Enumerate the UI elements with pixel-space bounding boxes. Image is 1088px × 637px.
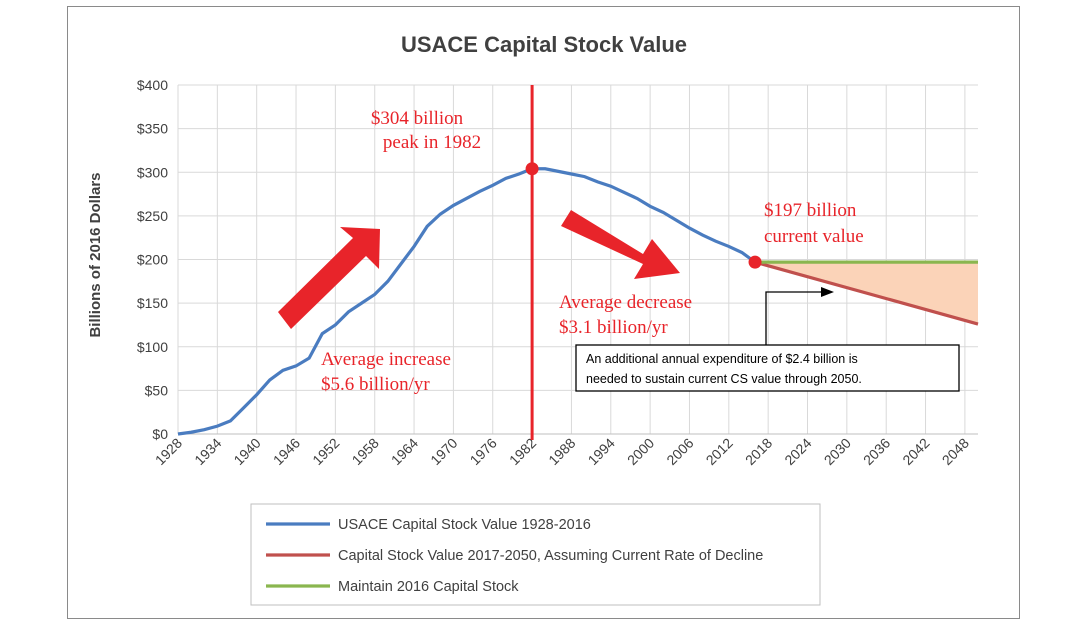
y-tick-label: $0 (152, 426, 168, 442)
x-tick-label: 1958 (348, 435, 381, 468)
x-tick-label: 2006 (663, 435, 696, 468)
legend-entry: USACE Capital Stock Value 1928-2016 (338, 517, 591, 533)
callout-box (575, 344, 960, 392)
current-point (748, 255, 762, 269)
chart-frame: USACE Capital Stock Value $0 $50 $100 $150 $… (67, 6, 1020, 619)
current-annotation-line1: $197 billion (764, 200, 857, 221)
x-tick-label: 1964 (388, 435, 421, 468)
x-axis-ticks: 1928 1934 1940 1946 1952 1958 1964 1970 1976 1982… (152, 435, 972, 468)
peak-annotation-line2: peak in 1982 (383, 132, 481, 153)
decrease-arrow-icon (561, 210, 680, 279)
x-tick-label: 1994 (585, 435, 618, 468)
y-axis-label: Billions of 2016 Dollars (87, 172, 104, 337)
y-axis-ticks: $0 $50 $100 $150 $200 $250 $300 $350 $400 (137, 77, 168, 442)
x-tick-label: 2030 (821, 435, 854, 468)
callout-text-line1: An additional annual expenditure of $2.4… (586, 352, 858, 366)
x-tick-label: 1988 (545, 435, 578, 468)
x-tick-label: 1934 (191, 435, 224, 468)
legend: USACE Capital Stock Value 1928-2016 Capit… (266, 517, 763, 595)
callout-text-line2: needed to sustain current CS value throu… (586, 372, 862, 386)
chart-canvas: USACE Capital Stock Value $0$50$100$150$… (87, 32, 979, 606)
x-tick-label: 2042 (899, 435, 932, 468)
x-tick-label: 1946 (270, 435, 303, 468)
x-tick-label: 1970 (427, 435, 460, 468)
peak-point (525, 162, 539, 176)
legend-entry: Maintain 2016 Capital Stock (338, 579, 519, 595)
x-tick-label: 1976 (467, 435, 500, 468)
x-tick-label: 2012 (703, 435, 736, 468)
y-tick-label: $250 (137, 208, 168, 224)
chart-title: USACE Capital Stock Value (401, 32, 687, 57)
callout-arrowhead-icon (821, 287, 834, 297)
increase-annotation-line1: Average increase (321, 349, 451, 370)
y-tick-label: $400 (137, 77, 168, 93)
x-tick-label: 1940 (230, 435, 263, 468)
increase-annotation-line2: $5.6 billion/yr (321, 374, 430, 395)
y-tick-label: $100 (137, 339, 168, 355)
decrease-annotation-line2: $3.1 billion/yr (559, 317, 668, 338)
callout-leader (765, 291, 823, 345)
x-tick-label: 2048 (939, 435, 972, 468)
legend-entry: Capital Stock Value 2017-2050, Assuming … (338, 548, 763, 564)
x-tick-label: 1952 (309, 435, 342, 468)
peak-annotation-line1: $304 billion (371, 108, 464, 129)
y-tick-label: $50 (145, 382, 169, 398)
x-tick-label: 2018 (742, 435, 775, 468)
y-tick-label: $150 (137, 295, 168, 311)
x-tick-label: 2000 (624, 435, 657, 468)
y-tick-label: $300 (137, 164, 168, 180)
series-line-decline (754, 260, 979, 326)
x-tick-label: 2024 (781, 435, 814, 468)
x-tick-label: 1982 (506, 435, 539, 468)
y-tick-label: $200 (137, 252, 168, 268)
current-annotation-line2: current value (764, 226, 864, 247)
x-tick-label: 2036 (860, 435, 893, 468)
y-tick-label: $350 (137, 121, 168, 137)
decrease-annotation-line1: Average decrease (559, 292, 692, 313)
increase-arrow-icon (278, 227, 380, 329)
legend-box (250, 503, 821, 606)
series-line-historic (177, 167, 756, 436)
